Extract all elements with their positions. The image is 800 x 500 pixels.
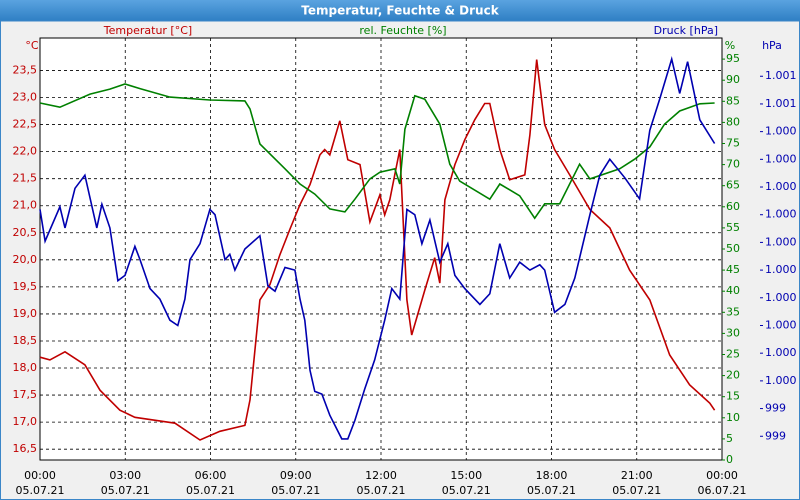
y3-tick-label: 1.001	[765, 97, 797, 110]
x-tick-date: 05.07.21	[186, 484, 235, 497]
y2-tick-label: 25	[726, 348, 740, 361]
y3-tick-label: 1.000	[765, 263, 797, 276]
y3-tick-label: 1.000	[765, 125, 797, 138]
y3-tick-label: 1.001	[765, 69, 797, 82]
x-tick-label: 21:00	[621, 469, 653, 482]
y-tick-label: 19,5	[13, 280, 38, 293]
x-tick-date: 05.07.21	[527, 484, 576, 497]
y-tick-label: 19,0	[13, 307, 38, 320]
y-tick-label: 21,0	[13, 199, 38, 212]
y2-tick-label: 45	[726, 263, 740, 276]
y3-tick-label: 1.000	[765, 291, 797, 304]
x-tick-date: 05.07.21	[442, 484, 491, 497]
y-tick-label: 17,5	[13, 388, 38, 401]
y2-tick-label: 15	[726, 390, 740, 403]
y3-tick-label: 1.000	[765, 152, 797, 165]
y-unit: °C	[25, 39, 39, 52]
title-bar	[0, 0, 800, 21]
chart-title: Temperatur, Feuchte & Druck	[301, 4, 499, 18]
y-tick-label: 20,0	[13, 253, 38, 266]
x-tick-label: 00:00	[24, 469, 56, 482]
x-tick-label: 00:00	[706, 469, 738, 482]
x-tick-label: 12:00	[365, 469, 397, 482]
y3-tick-label: 1.000	[765, 318, 797, 331]
y2-tick-label: 10	[726, 411, 740, 424]
series-line	[39, 83, 715, 220]
legend-label: rel. Feuchte [%]	[359, 24, 446, 37]
y2-tick-label: 55	[726, 221, 740, 234]
y2-tick-label: 30	[726, 326, 740, 339]
x-tick-date: 05.07.21	[16, 484, 65, 497]
y-tick-label: 22,0	[13, 145, 38, 158]
legend-label: Druck [hPa]	[654, 24, 718, 37]
y-tick-label: 21,5	[13, 172, 38, 185]
y2-tick-label: 60	[726, 200, 740, 213]
y3-tick-label: 1.000	[765, 180, 797, 193]
y-tick-label: 23,5	[13, 63, 38, 76]
x-tick-label: 15:00	[450, 469, 482, 482]
y2-tick-label: 95	[726, 52, 740, 65]
y2-tick-label: 80	[726, 115, 740, 128]
y2-tick-label: 75	[726, 137, 740, 150]
y-tick-label: 23,0	[13, 91, 38, 104]
y3-tick-label: 999	[765, 429, 786, 442]
y-tick-label: 20,5	[13, 226, 38, 239]
y-tick-label: 22,5	[13, 118, 38, 131]
y2-tick-label: 0	[726, 453, 733, 466]
y2-unit: %	[725, 39, 735, 52]
series-line	[39, 55, 716, 440]
x-tick-label: 18:00	[536, 469, 568, 482]
y-tick-label: 18,5	[13, 334, 38, 347]
x-tick-date: 05.07.21	[612, 484, 661, 497]
y2-tick-label: 65	[726, 179, 740, 192]
x-tick-date: 06.07.21	[698, 484, 747, 497]
y2-tick-label: 20	[726, 369, 740, 382]
y3-tick-label: 1.000	[765, 208, 797, 221]
y3-tick-label: 1.000	[765, 346, 797, 359]
series-line	[39, 59, 716, 441]
y2-tick-label: 40	[726, 284, 740, 297]
legend-label: Temperatur [°C]	[103, 24, 192, 37]
y2-tick-label: 70	[726, 158, 740, 171]
y3-tick-label: 1.000	[765, 235, 797, 248]
x-tick-date: 05.07.21	[271, 484, 320, 497]
y2-tick-label: 5	[726, 432, 733, 445]
y2-tick-label: 90	[726, 73, 740, 86]
y3-tick-label: 999	[765, 402, 786, 415]
y3-tick-label: 1.000	[765, 374, 797, 387]
y-tick-label: 18,0	[13, 361, 38, 374]
y2-tick-label: 85	[726, 94, 740, 107]
y2-tick-label: 35	[726, 305, 740, 318]
y-tick-label: 16,5	[13, 442, 38, 455]
x-tick-date: 05.07.21	[357, 484, 406, 497]
x-tick-date: 05.07.21	[101, 484, 150, 497]
x-tick-label: 03:00	[109, 469, 141, 482]
y3-unit: hPa	[762, 39, 782, 52]
x-tick-label: 06:00	[195, 469, 227, 482]
y2-tick-label: 50	[726, 242, 740, 255]
y-tick-label: 17,0	[13, 415, 38, 428]
x-tick-label: 09:00	[280, 469, 312, 482]
